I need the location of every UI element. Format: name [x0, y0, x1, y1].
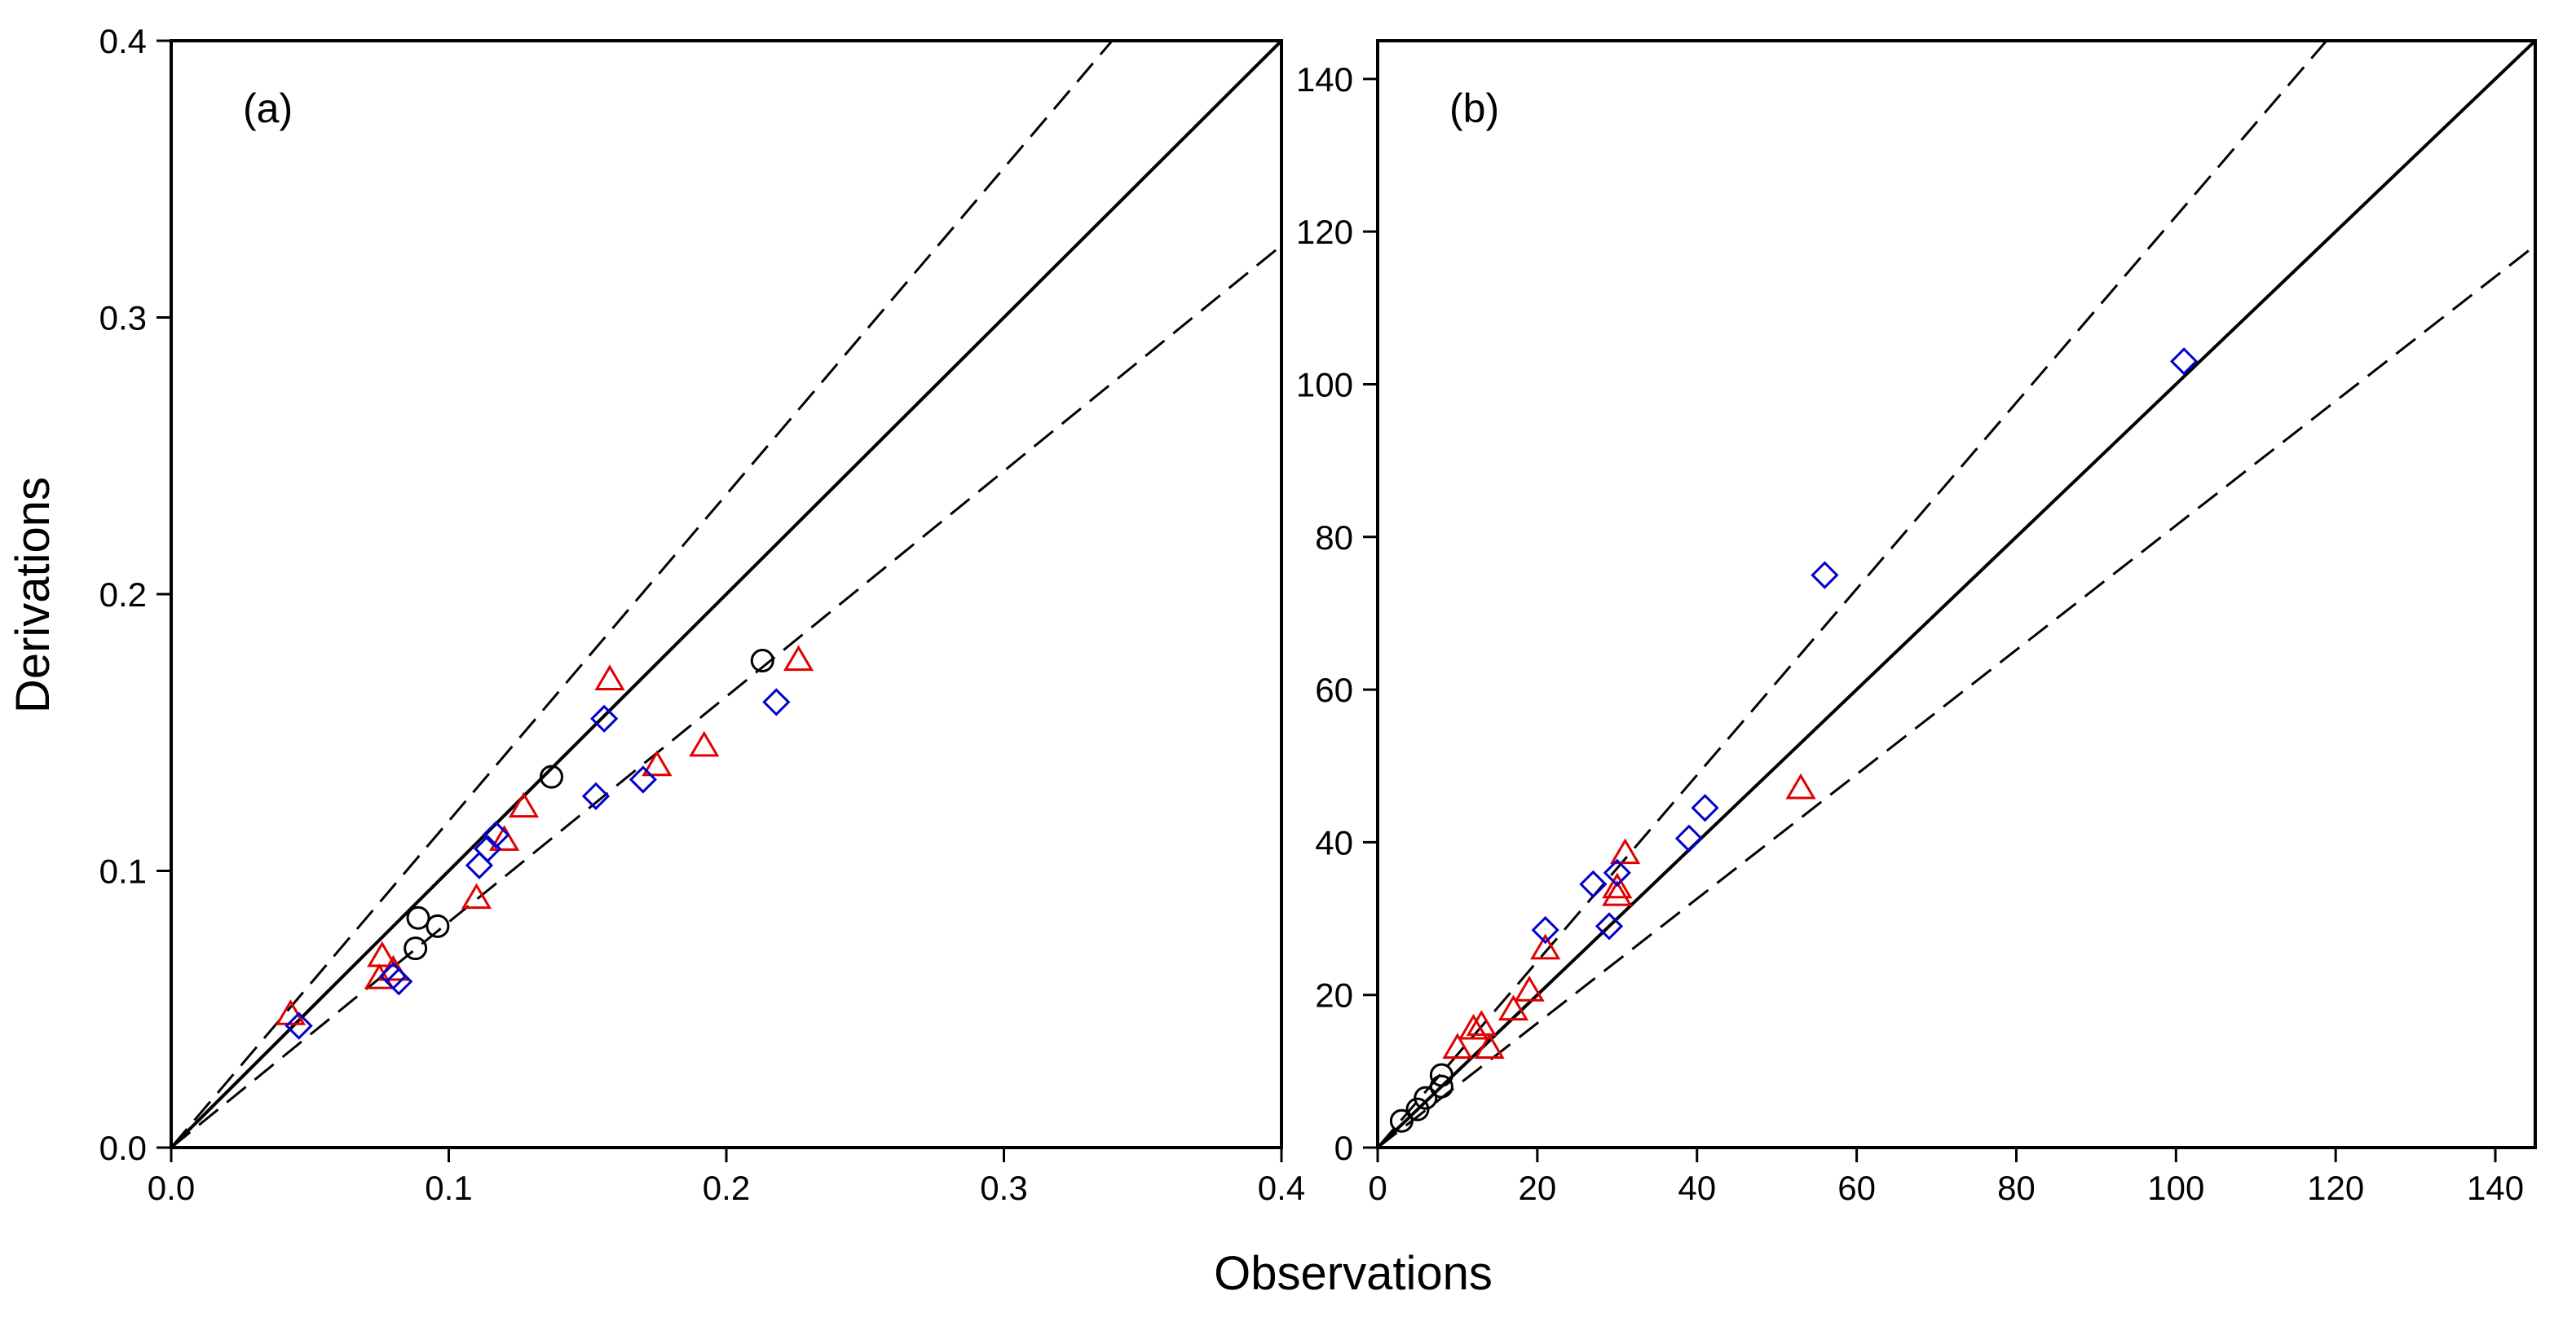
panel-a: 0.0 0.1 0.2 0.3 0.4 0.0 0.1 0.2 0.3 0.4 (a): [99, 22, 1306, 1207]
x-tick-label: 140: [2467, 1169, 2524, 1207]
y-tick-label: 0.0: [99, 1129, 147, 1167]
data-point-circle: [1414, 1086, 1438, 1110]
data-point-diamond: [1811, 561, 1839, 589]
data-point-diamond: [762, 688, 791, 716]
y-tick-label: 0: [1334, 1129, 1353, 1167]
data-point-triangle: [1530, 933, 1561, 960]
x-tick-label: 80: [1997, 1169, 2036, 1207]
x-tick-label: 0.2: [703, 1169, 750, 1207]
dashed-bound-line-1: [171, 41, 1114, 1148]
data-point-triangle: [275, 999, 307, 1025]
data-point-triangle: [783, 645, 814, 672]
data-point-triangle: [377, 954, 409, 981]
one-to-one-line: [171, 41, 1281, 1148]
data-point-circle: [750, 648, 774, 672]
data-point-diamond: [1531, 915, 1559, 945]
data-point-triangle: [1474, 1033, 1505, 1059]
data-point-circle: [539, 765, 563, 789]
panel-label: (a): [243, 86, 293, 131]
y-tick-label: 20: [1315, 976, 1353, 1015]
x-tick-label: 0.4: [1258, 1169, 1305, 1207]
data-point-circle: [426, 914, 450, 938]
data-point-diamond: [1674, 824, 1704, 853]
data-point-circle: [1389, 1108, 1414, 1133]
data-point-triangle: [1602, 879, 1633, 906]
data-point-triangle: [594, 664, 625, 690]
plot-frame: [170, 39, 1283, 1149]
data-point-circle: [406, 906, 430, 930]
one-to-one-line: [1378, 41, 2535, 1148]
x-tick-label: 0.1: [425, 1169, 472, 1207]
data-point-circle: [404, 936, 428, 961]
y-tick-label: 60: [1315, 671, 1353, 709]
x-tick-label: 0: [1368, 1169, 1387, 1207]
dashed-bound-line-2: [171, 245, 1281, 1148]
data-point-diamond: [2169, 347, 2199, 376]
data-point-triangle: [689, 730, 720, 757]
data-point-diamond: [629, 765, 657, 794]
x-tick-label: 100: [2147, 1169, 2204, 1207]
y-tick-label: 0.4: [99, 22, 147, 60]
data-point-diamond: [590, 704, 619, 733]
y-tick-label: 0.1: [99, 853, 147, 891]
data-point-triangle: [508, 791, 540, 818]
reference-lines: [1378, 41, 2535, 1148]
data-point-diamond: [1595, 912, 1624, 941]
x-tick-label: 40: [1678, 1169, 1716, 1207]
panel-b: 0 20 40 60 80 100 120 140 0 20 40 60 80 100 120 140 (b): [1296, 39, 2537, 1207]
data-point-triangle: [367, 941, 398, 967]
data-point-triangle: [488, 825, 520, 851]
data-point-diamond: [1579, 870, 1608, 899]
reference-lines: [171, 41, 1281, 1148]
series-diamonds: [285, 688, 791, 1040]
x-tick-label: 60: [1837, 1169, 1876, 1207]
x-tick-label: 20: [1519, 1169, 1557, 1207]
data-point-triangle: [1458, 1013, 1489, 1040]
dashed-bound-line-1: [1378, 41, 2328, 1148]
y-tick-label: 0.3: [99, 299, 147, 337]
data-point-diamond: [285, 1011, 313, 1040]
y-tick-label: 0.2: [99, 575, 147, 614]
data-point-circle: [1429, 1074, 1453, 1099]
data-point-triangle: [1785, 773, 1816, 800]
plot-frame: [1376, 39, 2537, 1149]
data-point-circle: [1429, 1063, 1453, 1087]
y-axis-title: Derivations: [7, 477, 60, 713]
series-triangles: [275, 645, 814, 1025]
data-point-triangle: [1498, 994, 1529, 1021]
series-triangles: [1442, 773, 1816, 1059]
data-point-diamond: [482, 821, 510, 849]
data-point-triangle: [1442, 1033, 1473, 1059]
x-tick-label: 0.0: [148, 1169, 195, 1207]
y-tick-label: 140: [1296, 60, 1353, 99]
series-circles: [1389, 1063, 1453, 1133]
data-point-triangle: [642, 750, 673, 777]
panel-label: (b): [1449, 86, 1499, 131]
data-point-triangle: [364, 963, 395, 989]
data-point-diamond: [385, 967, 413, 996]
y-tick-label: 120: [1296, 213, 1353, 251]
data-point-triangle: [461, 883, 492, 910]
data-point-diamond: [581, 782, 611, 810]
y-tick-label: 80: [1315, 518, 1353, 557]
x-tick-label: 0.3: [980, 1169, 1027, 1207]
data-point-triangle: [1602, 872, 1633, 899]
x-axis-title: Observations: [1214, 1247, 1493, 1300]
y-tick-label: 40: [1315, 823, 1353, 862]
y-tick-label: 100: [1296, 365, 1353, 403]
data-point-diamond: [1603, 858, 1631, 887]
series-diamonds: [1531, 347, 2199, 945]
data-point-diamond: [474, 835, 502, 863]
data-point-diamond: [465, 851, 494, 879]
series-circles: [404, 648, 774, 961]
x-tick-label: 120: [2307, 1169, 2364, 1207]
data-point-triangle: [1466, 1010, 1497, 1036]
data-point-triangle: [1609, 838, 1641, 865]
data-point-diamond: [1691, 794, 1719, 822]
data-point-triangle: [1514, 976, 1545, 1002]
dashed-bound-line-2: [1378, 245, 2535, 1148]
